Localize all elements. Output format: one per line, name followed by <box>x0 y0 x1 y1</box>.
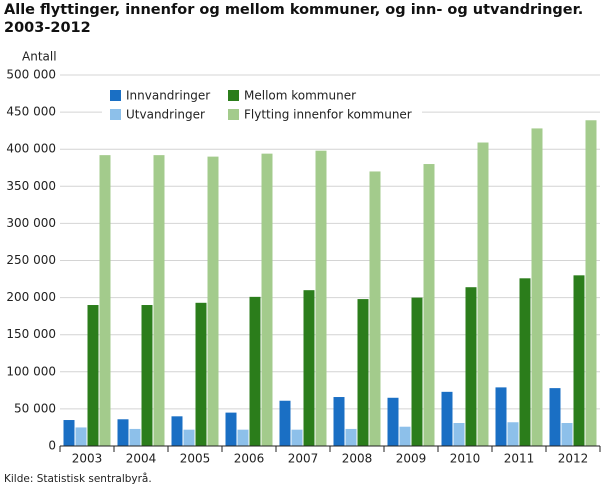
x-tick-label: 2007 <box>288 452 319 466</box>
y-tick-label: 250 000 <box>6 253 56 267</box>
x-tick-label: 2004 <box>126 452 157 466</box>
x-tick-label: 2012 <box>558 452 589 466</box>
bar <box>531 128 543 446</box>
bar <box>561 422 573 446</box>
bar <box>129 428 141 446</box>
legend-swatch <box>228 109 239 120</box>
y-tick-label: 500 000 <box>6 68 56 82</box>
bar <box>465 287 477 446</box>
bar <box>585 120 597 447</box>
bar <box>303 290 315 446</box>
source: Kilde: Statistisk sentralbyrå. <box>4 472 152 485</box>
bar <box>477 142 489 446</box>
y-axis-label: Antall <box>22 50 57 64</box>
legend-swatch <box>110 90 121 101</box>
chart-subtitle: 2003-2012 <box>4 20 91 36</box>
legend-swatch <box>110 109 121 120</box>
bar <box>87 305 99 446</box>
bar <box>507 422 519 446</box>
x-tick-label: 2011 <box>504 452 535 466</box>
y-tick-label: 50 000 <box>14 401 56 415</box>
bar <box>519 278 531 446</box>
y-tick-label: 100 000 <box>6 364 56 378</box>
bar <box>441 391 453 446</box>
bar <box>249 296 261 446</box>
legend-label: Utvandringer <box>126 108 205 122</box>
bar <box>423 164 435 447</box>
bar <box>549 388 561 446</box>
bar <box>291 429 303 446</box>
bar <box>411 297 423 446</box>
legend-label: Flytting innenfor kommuner <box>244 108 412 122</box>
bar <box>63 420 75 446</box>
legend-swatch <box>228 90 239 101</box>
bar <box>369 171 381 446</box>
bar <box>261 153 273 447</box>
bar <box>387 397 399 446</box>
bar <box>315 150 327 446</box>
x-tick-label: 2005 <box>180 452 211 466</box>
bar <box>279 400 291 446</box>
x-tick-label: 2003 <box>72 452 103 466</box>
bar <box>357 299 369 446</box>
legend-label: Innvandringer <box>126 89 210 103</box>
bar <box>345 428 357 446</box>
y-tick-label: 450 000 <box>6 105 56 119</box>
bar <box>117 419 129 446</box>
x-tick-label: 2008 <box>342 452 373 466</box>
x-tick-label: 2006 <box>234 452 265 466</box>
y-tick-label: 0 <box>48 439 56 453</box>
y-tick-label: 300 000 <box>6 216 56 230</box>
bar <box>141 305 153 446</box>
bar <box>573 275 585 446</box>
x-tick-label: 2009 <box>396 452 427 466</box>
bar <box>195 302 207 446</box>
bar <box>399 426 411 446</box>
bar <box>237 429 249 446</box>
chart-title: Alle flyttinger, innenfor og mellom komm… <box>4 2 583 18</box>
bar <box>75 427 87 446</box>
bar <box>495 387 507 446</box>
bar <box>153 155 165 447</box>
y-tick-label: 400 000 <box>6 142 56 156</box>
bar <box>183 429 195 446</box>
bar <box>207 156 219 446</box>
bar <box>171 416 183 446</box>
y-tick-label: 200 000 <box>6 290 56 304</box>
bar <box>453 422 465 446</box>
bar <box>333 397 345 446</box>
y-tick-label: 350 000 <box>6 179 56 193</box>
y-tick-label: 150 000 <box>6 327 56 341</box>
bar <box>225 412 237 446</box>
bar <box>99 155 111 447</box>
legend-label: Mellom kommuner <box>244 89 356 103</box>
x-tick-label: 2010 <box>450 452 481 466</box>
legend-box <box>102 84 422 130</box>
